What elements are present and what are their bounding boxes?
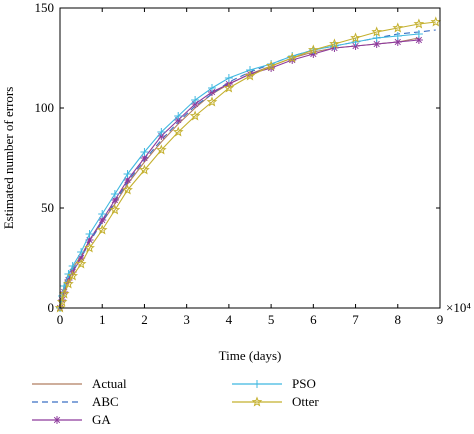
x-tick-label: 5 bbox=[268, 312, 275, 327]
data-point-pso bbox=[174, 112, 183, 120]
legend: Actual ABC GA PSO Otter bbox=[32, 376, 319, 427]
data-point-ga bbox=[123, 176, 132, 184]
legend-item-actual: Actual bbox=[32, 376, 127, 391]
x-tick-label: 8 bbox=[395, 312, 402, 327]
legend-label-ga: GA bbox=[92, 412, 111, 427]
data-point-ga bbox=[110, 196, 119, 204]
legend-item-ga: GA bbox=[32, 412, 111, 427]
x-tick-label: 2 bbox=[141, 312, 148, 327]
data-point-otter bbox=[286, 52, 298, 63]
data-point-ga bbox=[140, 154, 149, 162]
data-point-otter bbox=[189, 110, 201, 121]
data-point-pso bbox=[208, 84, 216, 92]
x-tick-label: 4 bbox=[226, 312, 233, 327]
x-tick-label: 6 bbox=[310, 312, 317, 327]
data-point-otter bbox=[430, 16, 442, 27]
axes: 0 1 2 3 4 5 6 7 8 9 0 50 100 150 ×10⁴ Time (days) Estima… bbox=[1, 0, 471, 363]
y-tick-label: 50 bbox=[41, 200, 54, 215]
data-point-pso bbox=[157, 128, 166, 136]
y-tick-label: 0 bbox=[48, 300, 55, 315]
data-point-otter bbox=[350, 32, 361, 43]
legend-label-otter: Otter bbox=[292, 394, 319, 409]
legend-item-otter: Otter bbox=[232, 394, 319, 409]
series-line-ga bbox=[59, 39, 419, 309]
x-tick-label: 1 bbox=[99, 312, 106, 327]
data-point-pso bbox=[85, 230, 94, 238]
data-point-otter bbox=[371, 26, 382, 37]
data-point-otter bbox=[244, 70, 256, 81]
data-point-pso bbox=[110, 190, 119, 198]
plot-frame bbox=[59, 7, 441, 309]
x-tick-label: 7 bbox=[352, 312, 359, 327]
series-ga bbox=[56, 36, 423, 312]
data-point-otter bbox=[413, 18, 425, 29]
series-line-otter bbox=[59, 21, 436, 309]
data-point-pso bbox=[393, 32, 402, 40]
data-point-otter bbox=[67, 270, 78, 281]
series-abc bbox=[59, 29, 436, 309]
legend-label-abc: ABC bbox=[92, 394, 119, 409]
data-point-otter bbox=[122, 184, 133, 195]
data-point-otter bbox=[172, 126, 184, 137]
data-point-otter bbox=[75, 258, 87, 269]
x-tick-label: 3 bbox=[183, 312, 190, 327]
legend-item-pso: PSO bbox=[232, 376, 316, 391]
data-point-otter bbox=[109, 204, 121, 215]
data-point-pso bbox=[68, 262, 77, 270]
legend-label-actual: Actual bbox=[92, 376, 127, 391]
series-otter bbox=[54, 16, 442, 313]
legend-label-pso: PSO bbox=[292, 376, 316, 391]
series-line-abc bbox=[59, 29, 436, 309]
data-point-pso bbox=[414, 30, 423, 38]
x-axis-label: Time (days) bbox=[219, 348, 282, 363]
legend-marker-pso bbox=[253, 380, 261, 388]
data-point-otter bbox=[265, 60, 277, 71]
data-point-ga bbox=[98, 216, 107, 224]
series-line-pso bbox=[59, 33, 419, 309]
data-point-otter bbox=[96, 224, 108, 235]
data-point-otter bbox=[308, 44, 319, 55]
series-pso bbox=[56, 30, 423, 312]
data-point-otter bbox=[329, 38, 340, 49]
x-axis-multiplier: ×10⁴ bbox=[446, 300, 471, 315]
legend-item-abc: ABC bbox=[32, 394, 119, 409]
data-point-pso bbox=[191, 96, 200, 104]
data-point-otter bbox=[156, 144, 167, 155]
data-point-otter bbox=[84, 242, 95, 253]
data-point-ga bbox=[393, 38, 402, 46]
data-point-otter bbox=[58, 288, 70, 299]
data-point-ga bbox=[77, 254, 86, 262]
data-point-otter bbox=[392, 22, 404, 33]
y-tick-label: 150 bbox=[35, 0, 55, 15]
data-point-pso bbox=[64, 270, 73, 278]
data-point-ga bbox=[372, 40, 381, 48]
data-point-pso bbox=[140, 148, 149, 156]
y-tick-label: 100 bbox=[35, 100, 55, 115]
data-point-otter bbox=[54, 302, 66, 313]
data-point-otter bbox=[63, 278, 74, 289]
data-point-pso bbox=[372, 34, 381, 42]
data-point-otter bbox=[139, 164, 150, 175]
x-tick-label: 9 bbox=[437, 312, 444, 327]
x-tick-label: 0 bbox=[57, 312, 64, 327]
data-point-pso bbox=[123, 170, 132, 178]
legend-marker-otter bbox=[251, 396, 263, 407]
data-point-pso bbox=[98, 210, 107, 218]
data-point-otter bbox=[223, 82, 235, 93]
data-point-otter bbox=[206, 96, 218, 107]
plot-area bbox=[54, 16, 442, 313]
data-point-pso bbox=[77, 248, 86, 256]
legend-marker-ga bbox=[53, 416, 61, 424]
data-point-ga bbox=[85, 236, 94, 244]
y-axis-label: Estimated number of errors bbox=[1, 87, 16, 230]
data-point-ga bbox=[60, 288, 69, 296]
data-point-ga bbox=[414, 36, 423, 44]
data-point-otter bbox=[56, 296, 68, 307]
data-point-pso bbox=[224, 74, 233, 82]
